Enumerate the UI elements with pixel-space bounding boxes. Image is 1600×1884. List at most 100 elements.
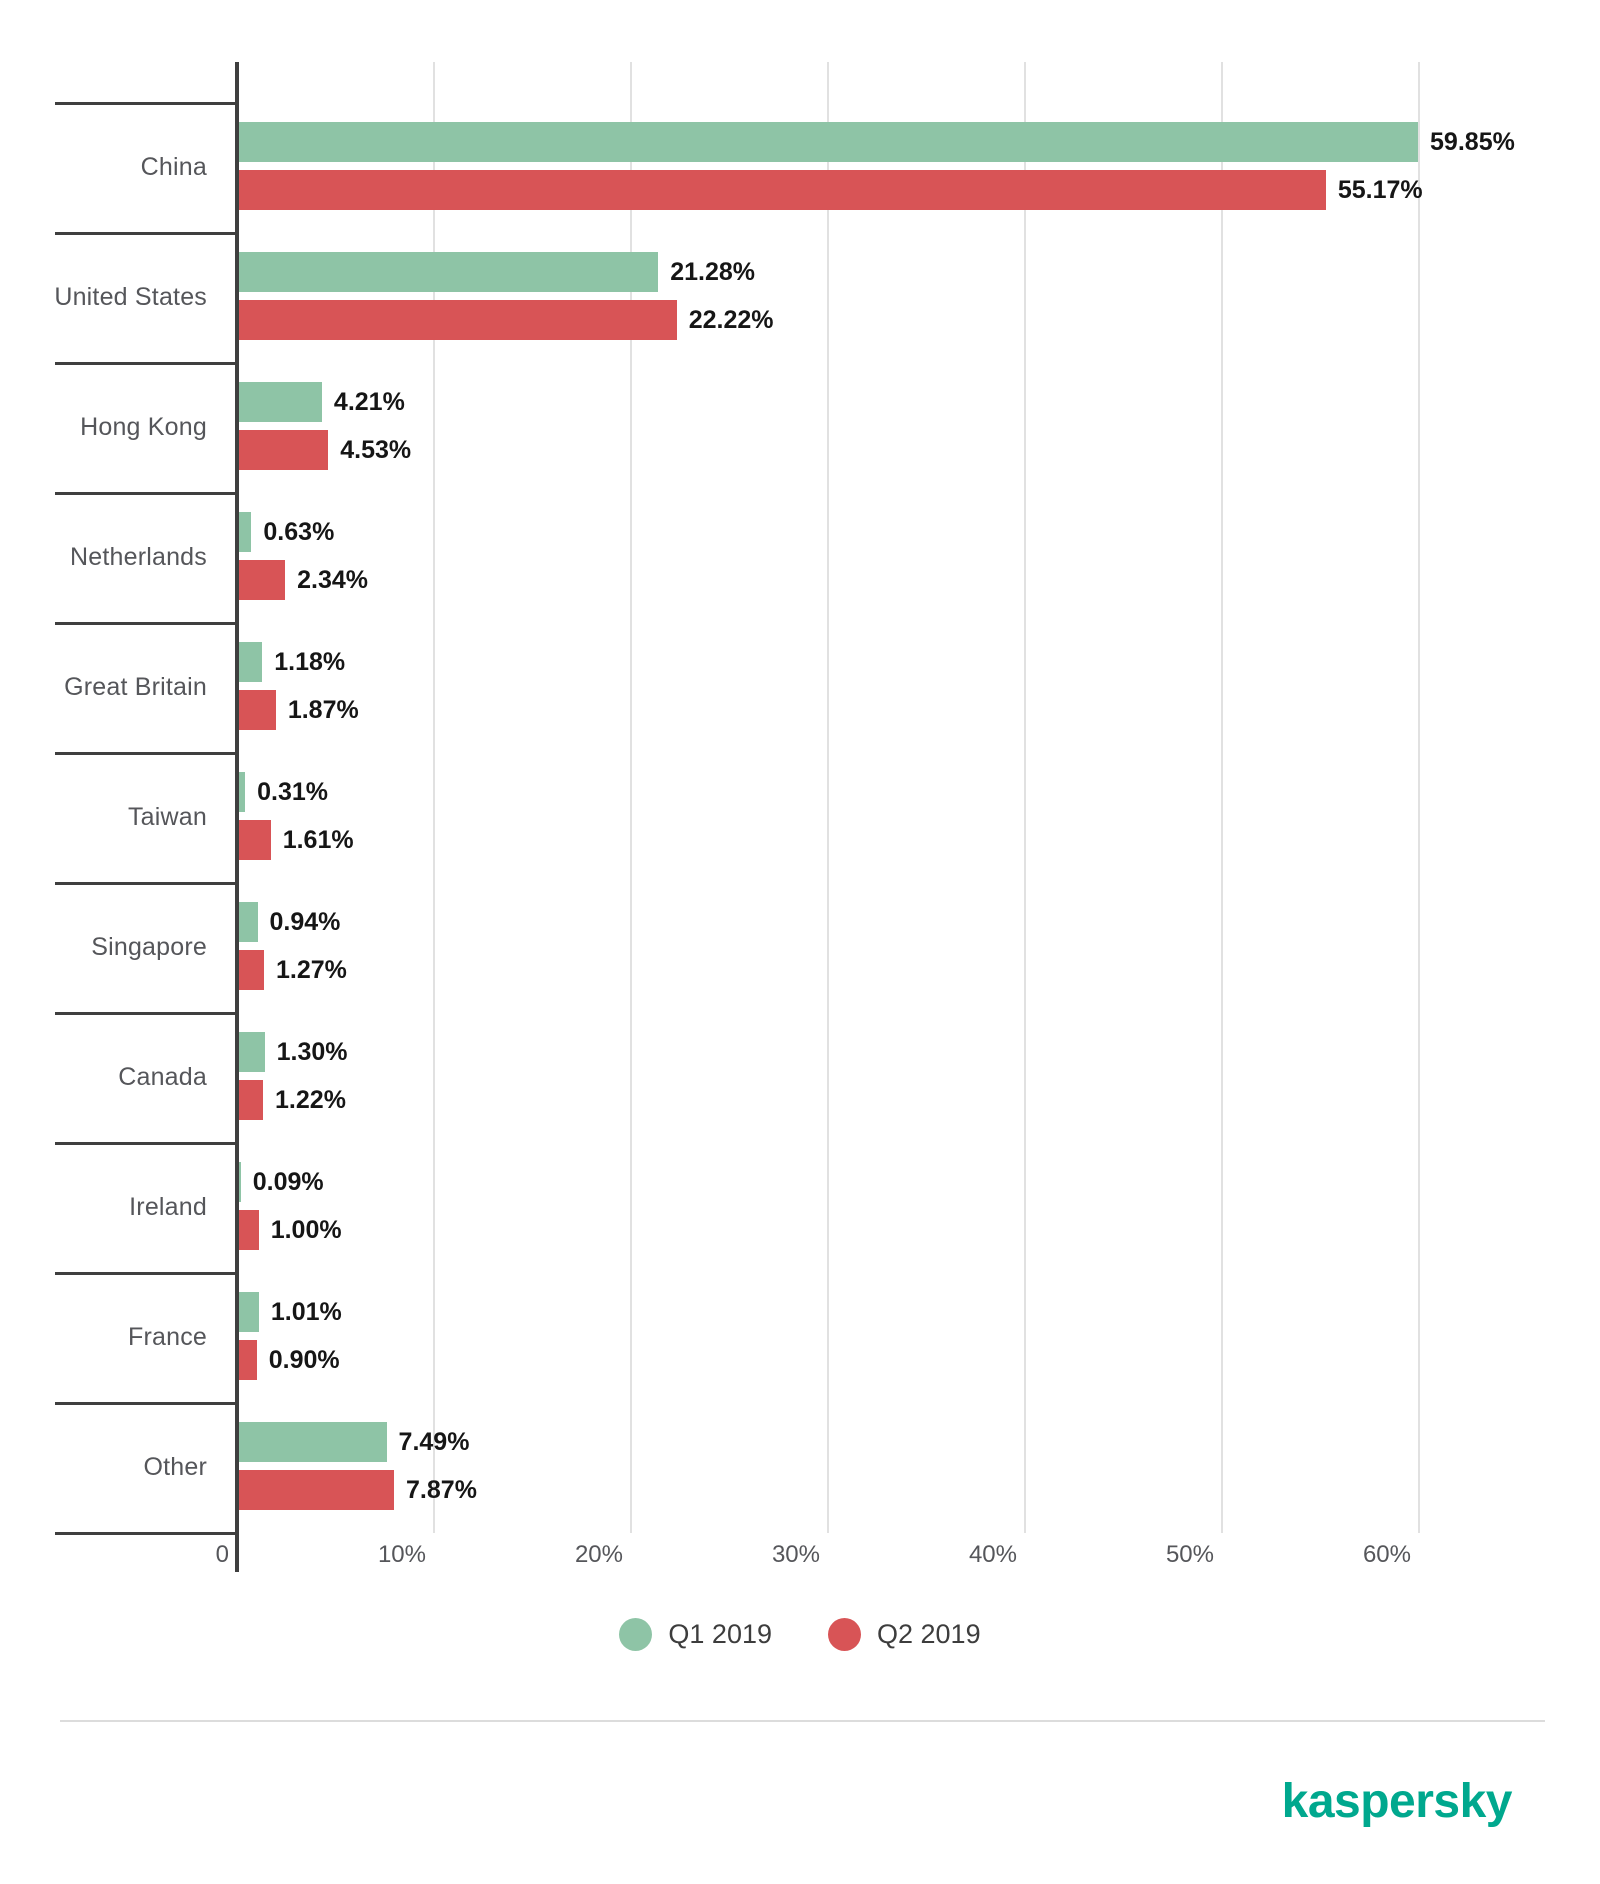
row-separator — [55, 752, 237, 755]
bar-value-q2: 0.90% — [268, 1345, 340, 1374]
row-separator — [55, 1012, 237, 1015]
bar-value-q1: 0.09% — [252, 1167, 324, 1196]
bar-q1 — [239, 1422, 387, 1462]
bar-q1 — [239, 772, 246, 812]
bar-value-q1: 0.31% — [257, 777, 328, 806]
legend-item-q1: Q1 2019 — [619, 1618, 772, 1651]
bar-value-q2: 1.27% — [276, 955, 347, 984]
bar-value-q1: 1.18% — [274, 647, 346, 676]
legend-dot-icon — [828, 1618, 861, 1651]
row-separator — [55, 232, 237, 235]
category-label: China — [140, 152, 207, 181]
chart-row-singapore: Singapore 0.94% 1.27% — [0, 882, 1600, 1012]
bar-q2 — [239, 560, 286, 600]
bar-value-q2: 22.22% — [688, 305, 774, 334]
gridline-50 — [1221, 62, 1223, 1533]
category-label: Taiwan — [127, 802, 207, 831]
bar-value-q2: 1.00% — [270, 1215, 342, 1244]
y-axis-line — [235, 62, 239, 1572]
bar-value-q1: 0.94% — [269, 907, 341, 936]
row-separator — [55, 622, 237, 625]
bar-value-q2: 7.87% — [406, 1475, 477, 1504]
bar-q1 — [239, 1032, 265, 1072]
x-tick-30: 30% — [771, 1541, 820, 1568]
category-label: Great Britain — [64, 672, 207, 701]
chart-row-taiwan: Taiwan 0.31% 1.61% — [0, 752, 1600, 882]
category-label: Other — [143, 1452, 207, 1481]
bar-q2 — [239, 430, 329, 470]
row-separator — [55, 1532, 237, 1535]
bar-value-q2: 1.22% — [275, 1085, 346, 1114]
legend-dot-icon — [619, 1618, 653, 1651]
chart-row-great-britain: Great Britain 1.18% 1.87% — [0, 622, 1600, 752]
chart-row-france: France 1.01% 0.90% — [0, 1272, 1600, 1402]
x-tick-20: 20% — [574, 1541, 623, 1568]
bar-q2 — [239, 1340, 257, 1380]
chart-row-hong-kong: Hong Kong 4.21% 4.53% — [0, 362, 1600, 492]
bar-q2 — [239, 950, 265, 990]
bar-q1 — [239, 1162, 241, 1202]
chart-row-united-states: United States 21.28% 22.22% — [0, 232, 1600, 362]
footer-divider — [60, 1720, 1545, 1722]
bar-q1 — [239, 122, 1419, 162]
bar-value-q2: 4.53% — [340, 435, 412, 464]
category-label: Netherlands — [69, 542, 207, 571]
chart-row-ireland: Ireland 0.09% 1.00% — [0, 1142, 1600, 1272]
bar-value-q1: 59.85% — [1430, 127, 1515, 156]
bar-q1 — [239, 252, 659, 292]
x-tick-40: 40% — [968, 1541, 1017, 1568]
chart-row-china: China 59.85% 55.17% — [0, 102, 1600, 232]
category-label: Hong Kong — [80, 412, 207, 441]
x-tick-0: 0 — [215, 1541, 229, 1568]
bar-value-q2: 1.87% — [287, 695, 359, 724]
row-separator — [55, 882, 237, 885]
bar-value-q2: 1.61% — [282, 825, 354, 854]
category-label: France — [127, 1322, 207, 1351]
chart-row-canada: Canada 1.30% 1.22% — [0, 1012, 1600, 1142]
bar-q2 — [239, 690, 276, 730]
gridline-40 — [1024, 62, 1026, 1533]
chart-row-netherlands: Netherlands 0.63% 2.34% — [0, 492, 1600, 622]
bar-value-q1: 1.30% — [276, 1037, 348, 1066]
x-tick-10: 10% — [377, 1541, 426, 1568]
bar-value-q2: 2.34% — [297, 565, 368, 594]
category-label: United States — [54, 282, 207, 311]
gridline-10 — [433, 62, 435, 1533]
bar-q1 — [239, 512, 252, 552]
row-separator — [55, 1402, 237, 1405]
category-label: Ireland — [129, 1192, 207, 1221]
bar-value-q1: 4.21% — [333, 387, 405, 416]
gridline-30 — [827, 62, 829, 1533]
kaspersky-logo: kaspersky — [1281, 1775, 1513, 1828]
legend-label: Q1 2019 — [668, 1619, 772, 1649]
legend-label: Q2 2019 — [877, 1619, 981, 1649]
bar-q2 — [239, 170, 1326, 210]
bar-value-q1: 0.63% — [263, 517, 335, 546]
bar-value-q1: 21.28% — [670, 257, 755, 286]
bar-q1 — [239, 382, 322, 422]
bar-q2 — [239, 300, 677, 340]
bar-q2 — [239, 1470, 395, 1510]
bar-q1 — [239, 902, 258, 942]
x-tick-50: 50% — [1165, 1541, 1214, 1568]
bar-q1 — [239, 642, 263, 682]
gridline-20 — [630, 62, 632, 1533]
chart-row-other: Other 7.49% 7.87% — [0, 1402, 1600, 1532]
x-tick-60: 60% — [1362, 1541, 1411, 1568]
bar-q1 — [239, 1292, 259, 1332]
bar-q2 — [239, 1210, 259, 1250]
bar-value-q2: 55.17% — [1337, 175, 1423, 204]
bar-q2 — [239, 820, 271, 860]
legend-item-q2: Q2 2019 — [828, 1618, 981, 1651]
row-separator — [55, 1272, 237, 1275]
row-separator — [55, 492, 237, 495]
row-separator — [55, 102, 237, 105]
legend: Q1 2019 Q2 2019 — [0, 1618, 1600, 1651]
row-separator — [55, 362, 237, 365]
bar-q2 — [239, 1080, 264, 1120]
category-label: Singapore — [91, 932, 207, 961]
gridline-60 — [1418, 62, 1420, 1533]
row-separator — [55, 1142, 237, 1145]
bar-value-q1: 1.01% — [270, 1297, 342, 1326]
bar-value-q1: 7.49% — [398, 1427, 470, 1456]
